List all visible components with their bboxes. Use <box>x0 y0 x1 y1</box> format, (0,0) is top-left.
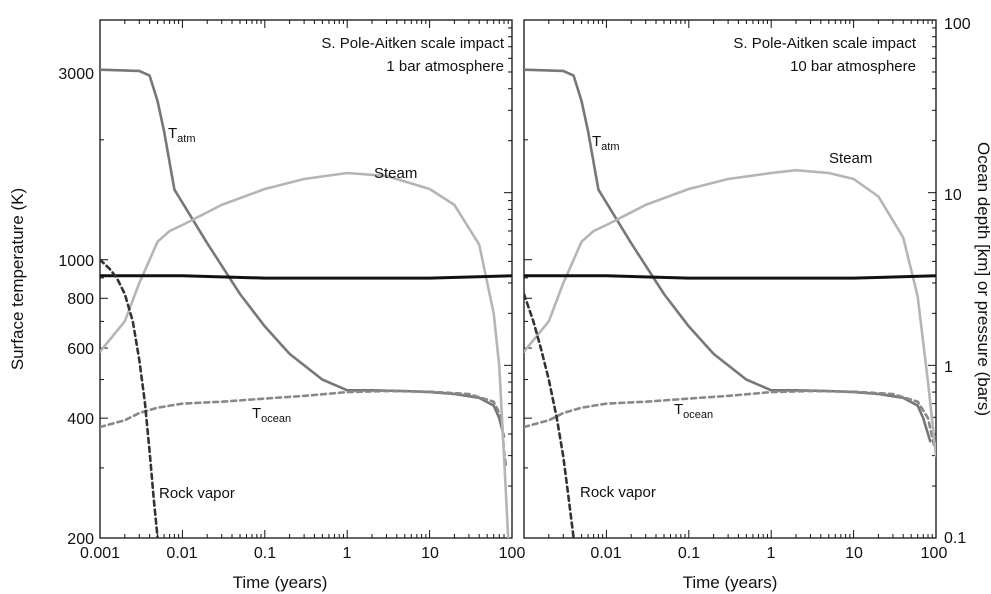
x-tick-label: 0.1 <box>678 545 700 562</box>
series-label-steam: Steam <box>374 165 417 182</box>
y-tick-label: 3000 <box>58 66 94 83</box>
x-tick-label: 10 <box>421 545 439 562</box>
series-label-rock-vapor: Rock vapor <box>159 485 235 502</box>
y-tick-label-right: 0.1 <box>944 530 966 547</box>
x-tick-label: 100 <box>499 545 526 562</box>
y-tick-label: 600 <box>67 341 94 358</box>
x-tick-label: 0.01 <box>166 545 197 562</box>
series-line-t-ocean <box>524 389 936 448</box>
y-tick-label: 1000 <box>58 253 94 270</box>
panel-right: 0.01 0.1 1 10 100 0.1 1 10 100 S. Pole-A… <box>523 16 991 592</box>
annotation-line-2: 1 bar atmosphere <box>386 58 504 75</box>
panel-left-tick-labels: 0.001 0.01 0.1 1 10 100 200 400 600 800 … <box>58 66 525 562</box>
series-label-t-ocean: Tocean <box>674 401 713 421</box>
annotation-line-2: 10 bar atmosphere <box>790 58 916 75</box>
panel-left-series <box>100 68 512 538</box>
panel-right-frame <box>523 19 937 539</box>
x-tick-label: 100 <box>921 545 948 562</box>
x-tick-label: 0.01 <box>590 545 621 562</box>
series-line-t-ocean <box>100 389 508 470</box>
panel-left-frame <box>99 19 513 539</box>
y-tick-label-right: 1 <box>944 359 953 376</box>
x-tick-label: 10 <box>845 545 863 562</box>
y-tick-label-right: 10 <box>944 187 962 204</box>
annotation-line-1: S. Pole-Aitken scale impact <box>321 35 504 52</box>
series-label-rock-vapor: Rock vapor <box>580 484 656 501</box>
y-tick-label: 200 <box>67 531 94 548</box>
y-axis-label-right: Ocean depth [km] or pressure (bars) <box>974 142 991 416</box>
series-label-t-atm: Tatm <box>592 133 620 153</box>
series-line-steam <box>524 168 936 457</box>
x-tick-label: 0.001 <box>80 545 120 562</box>
series-label-steam: Steam <box>829 150 872 167</box>
series-line-t-atm <box>100 68 506 438</box>
x-tick-label: 1 <box>343 545 352 562</box>
series-line-steam <box>100 171 510 538</box>
y-tick-label: 400 <box>67 411 94 428</box>
x-axis-label: Time (years) <box>683 573 778 592</box>
series-line-ocean-depth <box>524 274 936 280</box>
y-tick-label-right: 100 <box>944 16 971 33</box>
annotation-line-1: S. Pole-Aitken scale impact <box>733 35 916 52</box>
y-axis-label-left: Surface temperature (K) <box>8 188 27 370</box>
series-line-rock-vapor <box>524 292 575 538</box>
panel-left: 0.001 0.01 0.1 1 10 100 200 400 600 800 … <box>8 19 525 592</box>
x-tick-label: 0.1 <box>254 545 276 562</box>
x-axis-label: Time (years) <box>233 573 328 592</box>
panel-right-tick-labels: 0.01 0.1 1 10 100 0.1 1 10 100 <box>590 16 970 562</box>
y-tick-label: 800 <box>67 291 94 308</box>
series-line-rock-vapor <box>100 258 159 538</box>
series-line-ocean-depth <box>100 274 512 280</box>
panel-right-series <box>524 68 936 538</box>
x-tick-label: 1 <box>767 545 776 562</box>
series-label-t-atm: Tatm <box>168 125 196 145</box>
series-line-t-atm <box>524 68 932 443</box>
series-label-t-ocean: Tocean <box>252 405 291 425</box>
